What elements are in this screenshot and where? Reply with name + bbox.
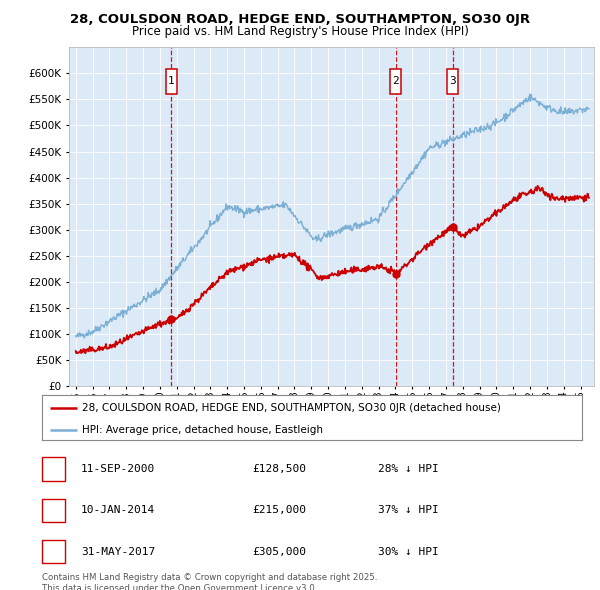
Text: £305,000: £305,000	[252, 547, 306, 556]
Text: 28, COULSDON ROAD, HEDGE END, SOUTHAMPTON, SO30 0JR (detached house): 28, COULSDON ROAD, HEDGE END, SOUTHAMPTO…	[83, 403, 502, 412]
Text: 11-SEP-2000: 11-SEP-2000	[81, 464, 155, 474]
Text: 2: 2	[392, 76, 400, 86]
Text: £128,500: £128,500	[252, 464, 306, 474]
Text: 28% ↓ HPI: 28% ↓ HPI	[378, 464, 439, 474]
Text: 31-MAY-2017: 31-MAY-2017	[81, 547, 155, 556]
FancyBboxPatch shape	[391, 68, 401, 94]
Text: £215,000: £215,000	[252, 506, 306, 515]
Text: 2: 2	[50, 504, 57, 517]
Text: 28, COULSDON ROAD, HEDGE END, SOUTHAMPTON, SO30 0JR: 28, COULSDON ROAD, HEDGE END, SOUTHAMPTO…	[70, 13, 530, 26]
FancyBboxPatch shape	[166, 68, 177, 94]
Text: 1: 1	[50, 463, 57, 476]
Text: 3: 3	[50, 545, 57, 558]
Text: 3: 3	[449, 76, 456, 86]
Text: 30% ↓ HPI: 30% ↓ HPI	[378, 547, 439, 556]
Text: HPI: Average price, detached house, Eastleigh: HPI: Average price, detached house, East…	[83, 425, 323, 435]
Text: 37% ↓ HPI: 37% ↓ HPI	[378, 506, 439, 515]
Text: Contains HM Land Registry data © Crown copyright and database right 2025.
This d: Contains HM Land Registry data © Crown c…	[42, 573, 377, 590]
Text: 10-JAN-2014: 10-JAN-2014	[81, 506, 155, 515]
FancyBboxPatch shape	[448, 68, 458, 94]
Text: Price paid vs. HM Land Registry's House Price Index (HPI): Price paid vs. HM Land Registry's House …	[131, 25, 469, 38]
Text: 1: 1	[168, 76, 175, 86]
